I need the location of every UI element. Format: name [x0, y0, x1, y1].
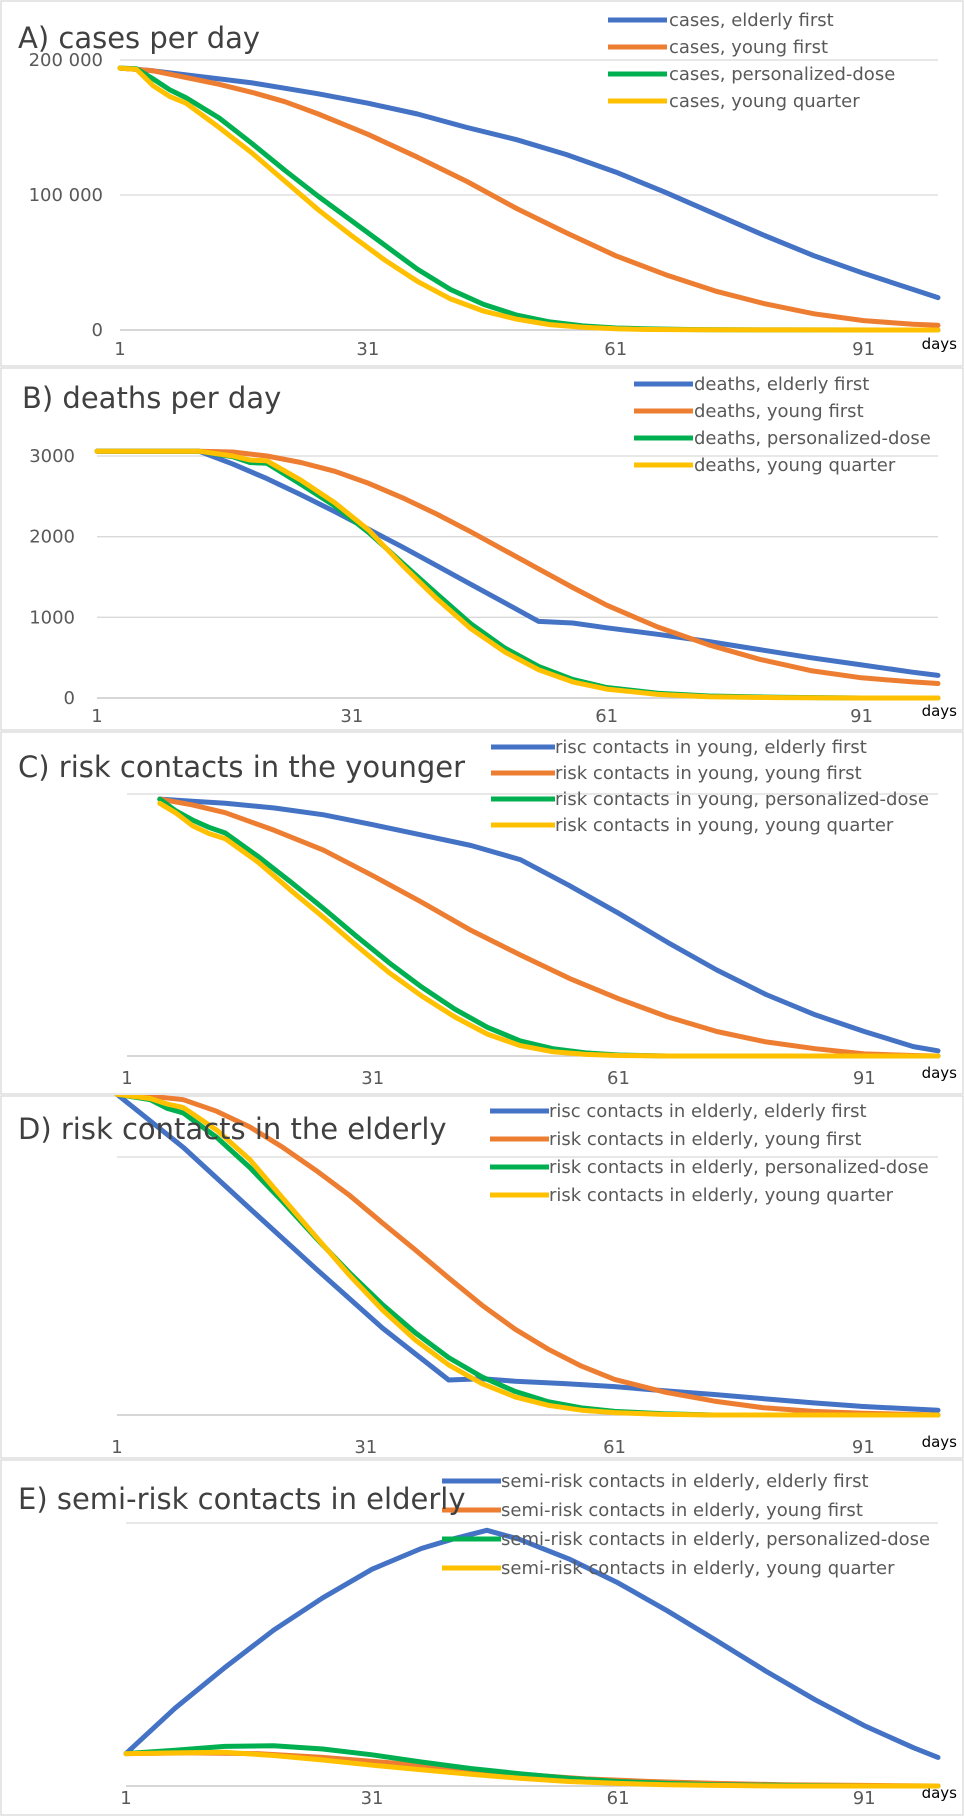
- legend-label: deaths, young quarter: [694, 455, 896, 476]
- legend-label: semi-risk contacts in elderly, young qua…: [501, 1558, 895, 1579]
- legend-label: risk contacts in young, young quarter: [555, 815, 894, 836]
- x-tick-label: 91: [853, 1788, 876, 1809]
- series-line-1: [114, 1095, 941, 1413]
- legend: semi-risk contacts in elderly, elderly f…: [442, 1471, 930, 1579]
- legend: risc contacts in elderly, elderly first r…: [490, 1101, 929, 1206]
- y-tick-label: 1000: [29, 607, 75, 628]
- legend: cases, elderly first cases, young first ca…: [608, 10, 895, 112]
- y-tick-label: 200 000: [29, 50, 103, 71]
- x-tick-label: 31: [340, 706, 363, 727]
- x-tick-label: 1: [114, 339, 125, 360]
- legend-label: semi-risk contacts in elderly, personali…: [501, 1529, 930, 1550]
- x-tick-label: 31: [356, 339, 379, 360]
- legend: risc contacts in young, elderly first ris…: [491, 737, 929, 836]
- chart-title: A) cases per day: [18, 21, 260, 55]
- y-tick-label: 0: [92, 320, 103, 341]
- x-axis-label: days: [922, 1784, 958, 1802]
- legend-label: cases, personalized-dose: [669, 64, 895, 85]
- legend-label: deaths, elderly first: [694, 374, 869, 395]
- x-axis-label: days: [922, 335, 958, 353]
- legend-label: risk contacts in elderly, young quarter: [549, 1185, 894, 1206]
- x-tick-label: 1: [91, 706, 102, 727]
- legend-label: deaths, personalized-dose: [694, 428, 931, 449]
- x-tick-label: 61: [604, 339, 627, 360]
- x-tick-label: 91: [852, 1437, 875, 1458]
- x-axis-label: days: [922, 1064, 958, 1082]
- x-tick-label: 91: [850, 706, 873, 727]
- x-tick-label: 31: [361, 1788, 384, 1809]
- x-axis-label: days: [922, 702, 958, 720]
- x-tick-label: 1: [111, 1437, 122, 1458]
- x-tick-label: 1: [120, 1788, 131, 1809]
- series-line-4: [117, 65, 941, 333]
- legend-label: risc contacts in elderly, elderly first: [549, 1101, 867, 1122]
- x-tick-label: 61: [603, 1437, 626, 1458]
- chart-panel-c: 1 31 61 91 days risc contacts in young, elder…: [0, 731, 964, 1095]
- chart-panel-a: 0 100 000 200 000 1 31 61 91 days cases, elderly…: [0, 0, 964, 367]
- legend-label: semi-risk contacts in elderly, elderly f…: [501, 1471, 869, 1492]
- legend: deaths, elderly first deaths, young first…: [634, 374, 931, 476]
- series-line-1: [157, 796, 941, 1054]
- legend-label: risk contacts in elderly, young first: [549, 1129, 861, 1150]
- chart-title: C) risk contacts in the younger: [18, 750, 465, 784]
- chart-title: E) semi-risk contacts in elderly: [18, 1482, 465, 1516]
- panel-frame: [0, 1459, 964, 1816]
- panel-frame: [0, 367, 964, 731]
- panel-frame: [0, 731, 964, 1095]
- chart-title: B) deaths per day: [22, 381, 281, 415]
- legend-label: semi-risk contacts in elderly, young fir…: [501, 1500, 863, 1521]
- y-tick-label: 2000: [29, 527, 75, 548]
- series-line-2: [117, 65, 941, 328]
- series-line-1: [94, 448, 941, 678]
- legend-label: risk contacts in young, personalized-dos…: [555, 789, 929, 810]
- panel-frame: [0, 1095, 964, 1459]
- chart-panel-b: 0 1000 2000 3000 1 31 61 91 days deaths, elderly …: [0, 367, 964, 731]
- series-line-4: [123, 1749, 941, 1789]
- y-tick-label: 100 000: [29, 185, 103, 206]
- series-line-1: [123, 1527, 941, 1760]
- x-tick-label: 61: [595, 706, 618, 727]
- series-line-4: [157, 800, 941, 1059]
- series-line-2: [157, 796, 941, 1059]
- x-tick-label: 1: [121, 1068, 132, 1089]
- legend-label: risk contacts in elderly, personalized-d…: [549, 1157, 929, 1178]
- legend-label: deaths, young first: [694, 401, 864, 422]
- legend-label: cases, elderly first: [669, 10, 834, 31]
- chart-title: D) risk contacts in the elderly: [18, 1112, 447, 1146]
- x-tick-label: 61: [607, 1068, 630, 1089]
- legend-label: risc contacts in young, elderly first: [555, 737, 867, 758]
- chart-panel-d: 1 31 61 91 days risc contacts in elderly, eld…: [0, 1095, 964, 1459]
- series-line-2: [114, 1095, 941, 1418]
- series-line-2: [94, 448, 941, 686]
- y-tick-label: 3000: [29, 446, 75, 467]
- legend-label: cases, young first: [669, 37, 828, 58]
- x-tick-label: 91: [853, 1068, 876, 1089]
- chart-panel-e: 1 31 61 91 days semi-risk contacts in elderly…: [0, 1459, 964, 1816]
- x-tick-label: 91: [852, 339, 875, 360]
- x-tick-label: 31: [354, 1437, 377, 1458]
- series-line-1: [117, 65, 941, 301]
- series-line-4: [114, 1095, 941, 1418]
- x-tick-label: 31: [361, 1068, 384, 1089]
- legend-label: cases, young quarter: [669, 91, 860, 112]
- y-tick-label: 0: [64, 688, 75, 709]
- x-tick-label: 61: [607, 1788, 630, 1809]
- x-axis-label: days: [922, 1433, 958, 1451]
- series-line-4: [94, 448, 941, 701]
- legend-label: risk contacts in young, young first: [555, 763, 862, 784]
